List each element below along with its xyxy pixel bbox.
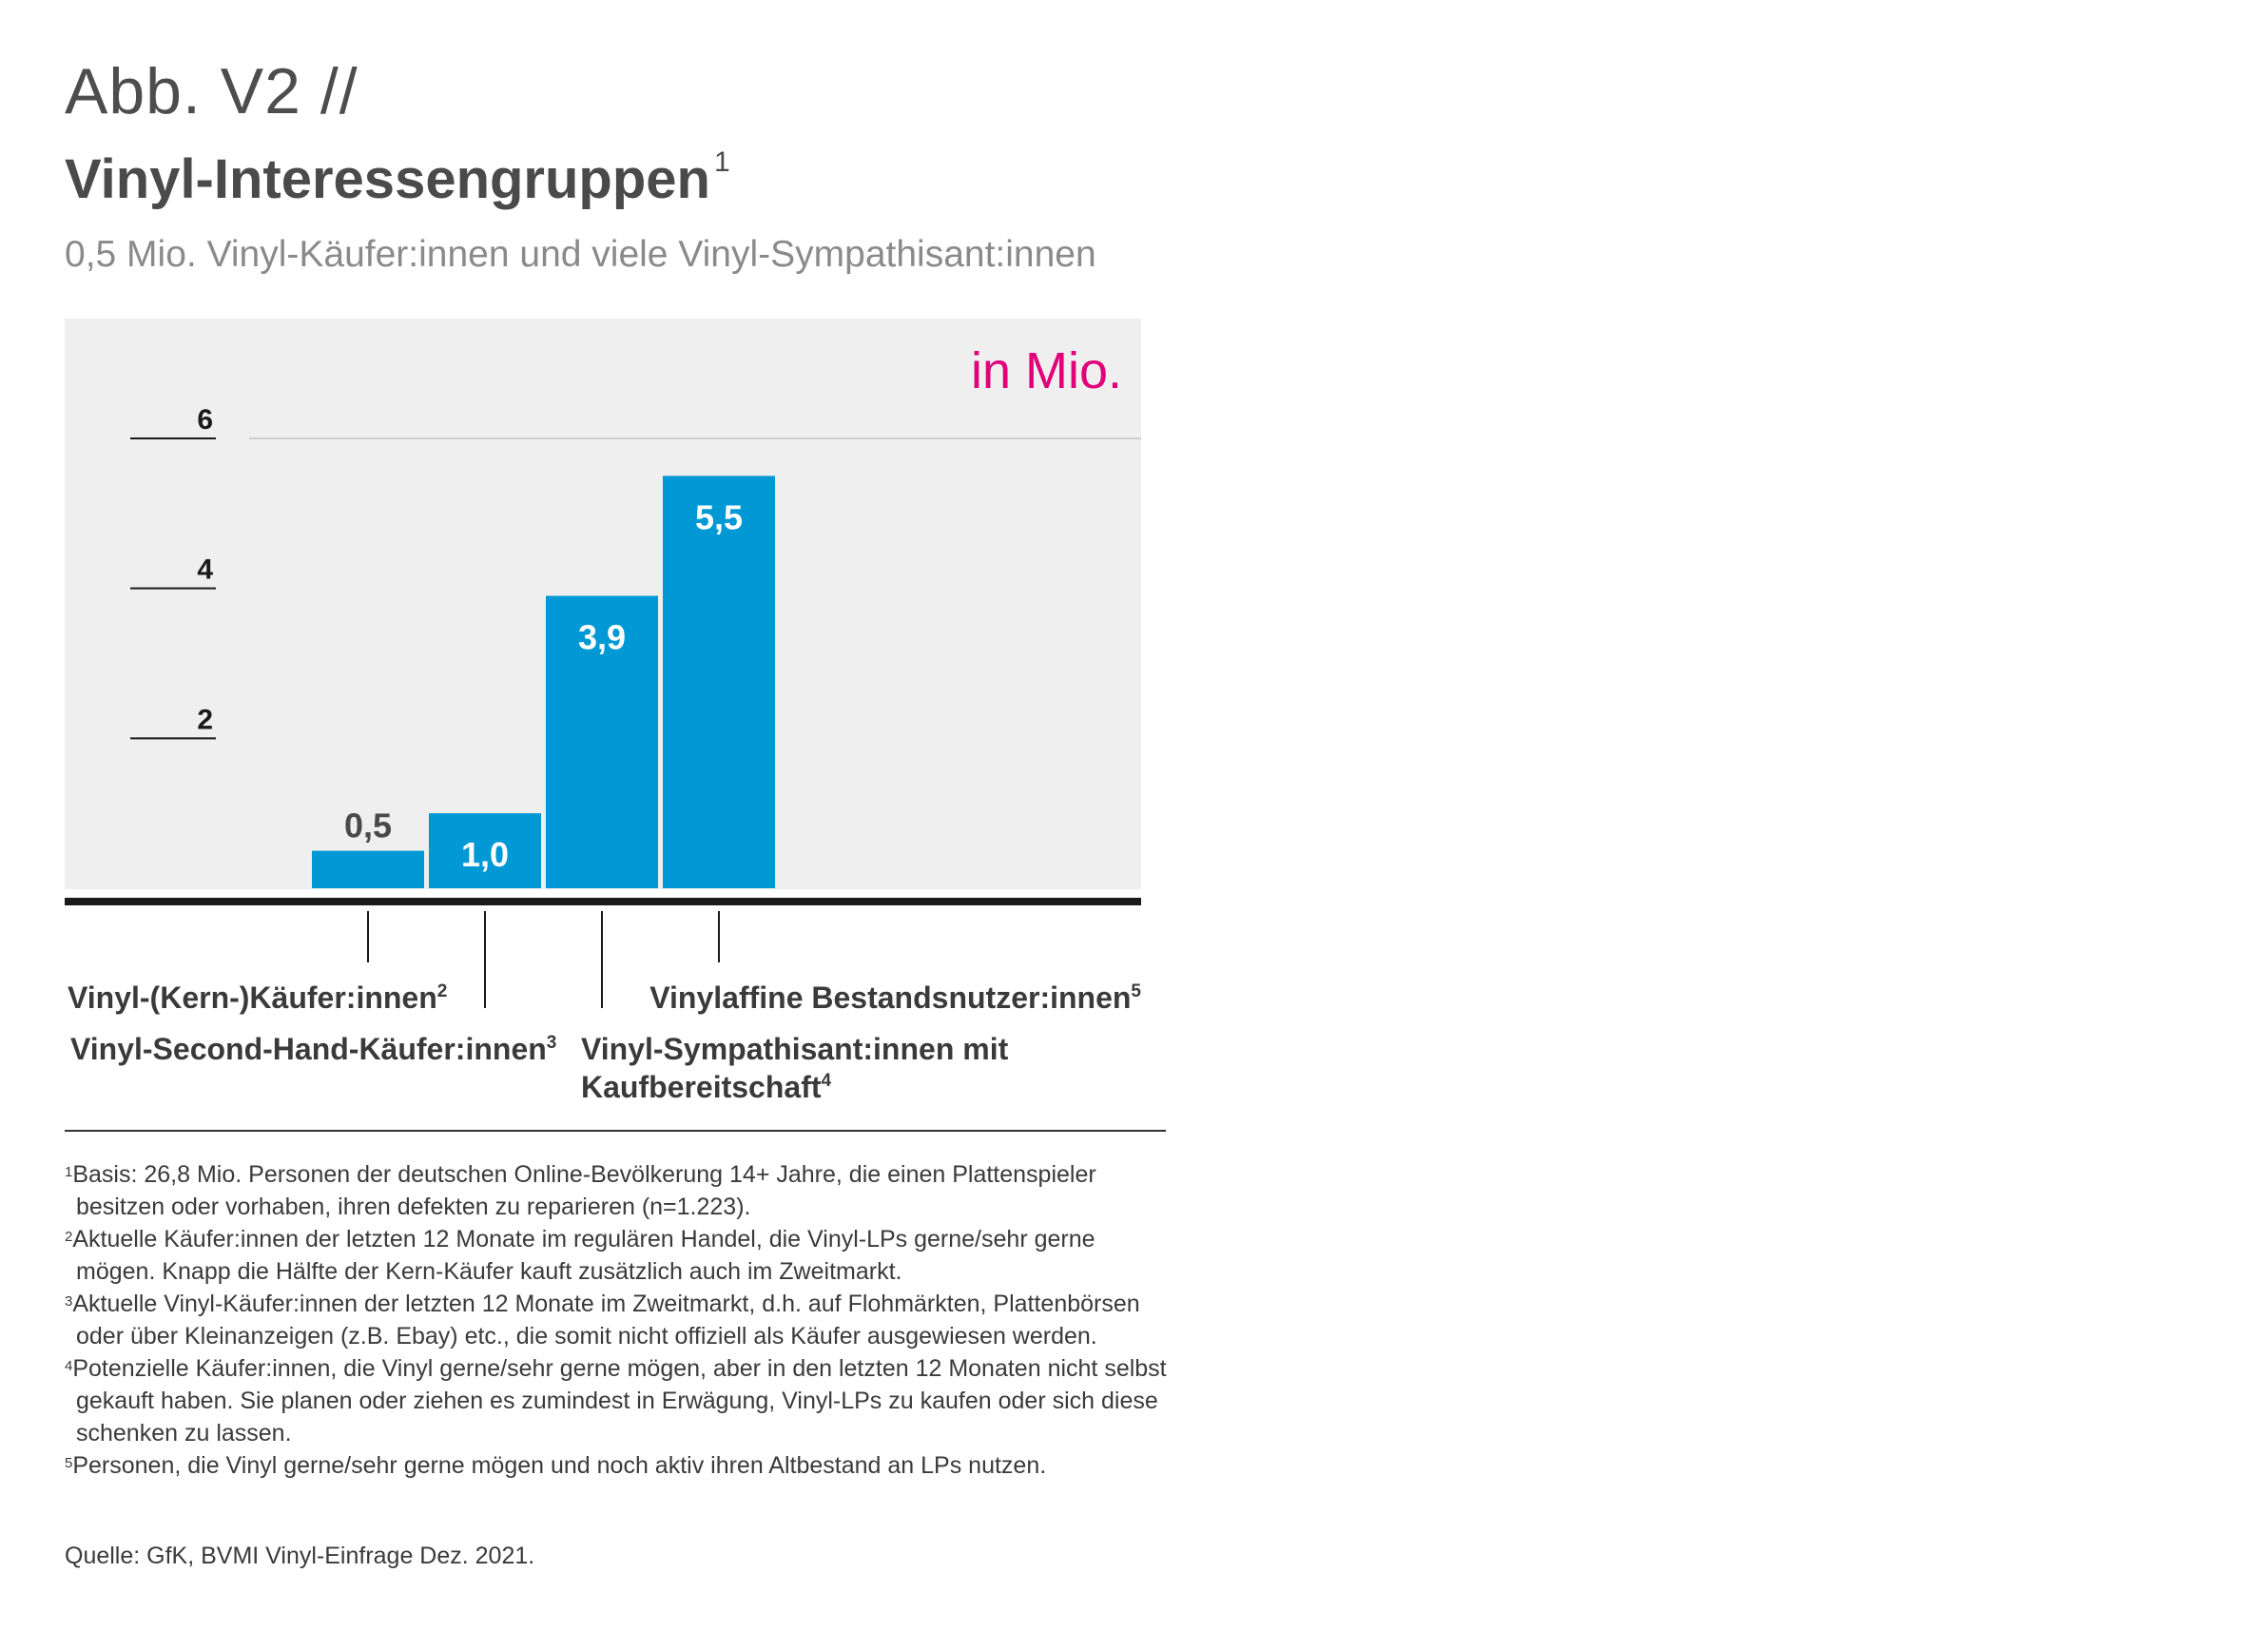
- category-leader-lines: [367, 911, 720, 1008]
- footnote-number: 2: [65, 1229, 73, 1245]
- y-tick-label: 4: [197, 554, 213, 586]
- bar-value-label: 3,9: [578, 618, 626, 657]
- footnote-2: 2Aktuelle Käufer:innen der letzten 12 Mo…: [65, 1223, 1168, 1288]
- source-note: Quelle: GfK, BVMI Vinyl-Einfrage Dez. 20…: [65, 1543, 535, 1569]
- footnote-1: 1Basis: 26,8 Mio. Personen der deutschen…: [65, 1158, 1168, 1223]
- footnote-number: 4: [65, 1358, 73, 1374]
- bar: [312, 850, 424, 888]
- footnote-5: 5Personen, die Vinyl gerne/sehr gerne mö…: [65, 1449, 1168, 1482]
- footnote-number: 3: [65, 1293, 73, 1310]
- figure-number: Abb. V2 //: [65, 55, 359, 127]
- footnote-text: Personen, die Vinyl gerne/sehr gerne mög…: [72, 1452, 1047, 1479]
- footnote-3: 3Aktuelle Vinyl-Käufer:innen der letzten…: [65, 1288, 1168, 1352]
- footnote-text: Aktuelle Vinyl-Käufer:innen der letzten …: [72, 1291, 1140, 1349]
- footnotes: 1Basis: 26,8 Mio. Personen der deutschen…: [65, 1158, 1168, 1482]
- chart-title-text: Vinyl-Interessengruppen: [65, 148, 710, 210]
- category-label: Vinylaffine Bestandsnutzer:innen5: [649, 981, 1141, 1015]
- chart-subtitle: 0,5 Mio. Vinyl-Käufer:innen und viele Vi…: [65, 234, 1096, 275]
- footnote-text: Potenzielle Käufer:innen, die Vinyl gern…: [72, 1355, 1167, 1447]
- category-label: Vinyl-Second-Hand-Käufer:innen3: [70, 1032, 556, 1066]
- y-tick-label: 6: [197, 404, 213, 436]
- chart-title-footnote-ref: 1: [713, 146, 730, 178]
- category-label: Vinyl-(Kern-)Käufer:innen2: [68, 981, 447, 1015]
- chart-title: Vinyl-Interessengruppen 1: [65, 148, 730, 207]
- bar: [546, 595, 658, 888]
- bar-value-label: 0,5: [344, 806, 392, 845]
- footnote-text: Aktuelle Käufer:innen der letzten 12 Mon…: [72, 1226, 1095, 1285]
- footnote-number: 1: [65, 1164, 73, 1180]
- footnote-text: Basis: 26,8 Mio. Personen der deutschen …: [72, 1161, 1096, 1220]
- bar: [663, 476, 775, 888]
- y-tick-label: 2: [197, 704, 213, 735]
- unit-label: in Mio.: [971, 342, 1122, 399]
- bars: 0,5 1,0 3,9 5,5: [312, 476, 775, 888]
- footnote-4: 4Potenzielle Käufer:innen, die Vinyl ger…: [65, 1352, 1168, 1449]
- category-label: Vinyl-Sympathisant:innen mit Kaufbereitsc…: [581, 1032, 1009, 1104]
- bar-value-label: 5,5: [695, 497, 743, 536]
- category-labels: Vinyl-(Kern-)Käufer:innen2 Vinyl-Second-H…: [68, 981, 1141, 1104]
- bar: [429, 813, 541, 888]
- bar-value-label: 1,0: [461, 835, 509, 874]
- footnote-number: 5: [65, 1455, 73, 1471]
- bar-chart: in Mio. 2 4 6 0,5 1,0 3,9 5,5 Vinyl-(Kern-)Kä…: [65, 319, 1166, 1132]
- y-axis: 2 4 6: [130, 404, 216, 740]
